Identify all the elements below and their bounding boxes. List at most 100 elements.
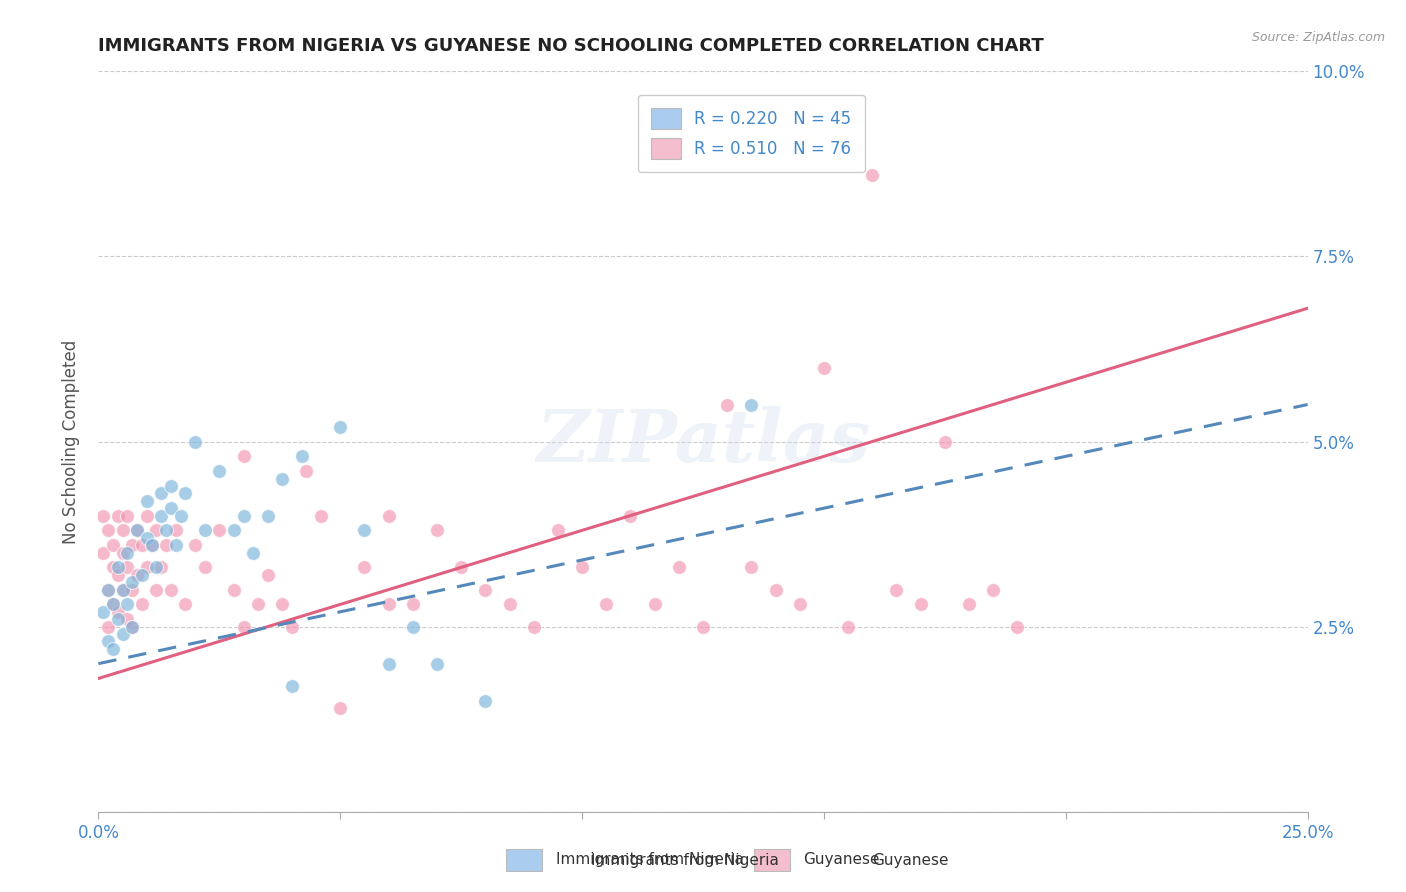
- Point: [174, 598, 197, 612]
- Point: [135, 493, 157, 508]
- Point: [184, 538, 207, 552]
- Point: [377, 598, 399, 612]
- Point: [117, 508, 139, 523]
- Point: [155, 524, 177, 538]
- Point: [127, 524, 149, 538]
- Point: [271, 472, 294, 486]
- Point: [107, 605, 129, 619]
- Text: Guyanese: Guyanese: [803, 853, 880, 867]
- Point: [111, 627, 134, 641]
- Point: [101, 560, 124, 574]
- Point: [668, 109, 690, 123]
- Point: [101, 538, 124, 552]
- Point: [426, 657, 449, 671]
- Point: [619, 508, 641, 523]
- Point: [121, 619, 143, 633]
- Point: [934, 434, 956, 449]
- Point: [107, 508, 129, 523]
- Point: [107, 567, 129, 582]
- Point: [523, 619, 546, 633]
- Point: [127, 567, 149, 582]
- Point: [121, 619, 143, 633]
- Point: [426, 524, 449, 538]
- Point: [121, 582, 143, 597]
- Legend: R = 0.220   N = 45, R = 0.510   N = 76: R = 0.220 N = 45, R = 0.510 N = 76: [638, 95, 865, 172]
- Point: [765, 582, 787, 597]
- Point: [716, 398, 738, 412]
- Point: [101, 598, 124, 612]
- Point: [145, 560, 167, 574]
- Point: [295, 464, 318, 478]
- Text: Immigrants from Nigeria: Immigrants from Nigeria: [591, 854, 779, 868]
- Point: [547, 524, 569, 538]
- Point: [860, 168, 883, 182]
- Point: [97, 524, 120, 538]
- Point: [474, 582, 496, 597]
- Point: [981, 582, 1004, 597]
- Point: [498, 598, 520, 612]
- Point: [117, 545, 139, 560]
- Point: [97, 634, 120, 648]
- Point: [290, 450, 312, 464]
- Point: [135, 531, 157, 545]
- Point: [886, 582, 908, 597]
- Point: [208, 524, 231, 538]
- Point: [97, 619, 120, 633]
- Point: [232, 619, 254, 633]
- Point: [174, 486, 197, 500]
- Point: [222, 582, 245, 597]
- Point: [145, 524, 167, 538]
- Point: [692, 619, 714, 633]
- Point: [222, 524, 245, 538]
- Point: [813, 360, 835, 375]
- Point: [150, 560, 173, 574]
- Point: [256, 567, 278, 582]
- Point: [91, 508, 114, 523]
- Point: [101, 598, 124, 612]
- Point: [789, 598, 811, 612]
- Point: [402, 598, 425, 612]
- Point: [644, 598, 666, 612]
- Point: [91, 545, 114, 560]
- Point: [353, 560, 375, 574]
- Text: Source: ZipAtlas.com: Source: ZipAtlas.com: [1251, 31, 1385, 45]
- Point: [111, 524, 134, 538]
- Point: [160, 582, 183, 597]
- Point: [309, 508, 332, 523]
- Point: [377, 657, 399, 671]
- Point: [353, 524, 375, 538]
- Text: Guyanese: Guyanese: [872, 854, 948, 868]
- Point: [208, 464, 231, 478]
- Point: [740, 398, 762, 412]
- Point: [160, 501, 183, 516]
- Point: [121, 575, 143, 590]
- Point: [281, 619, 304, 633]
- Point: [135, 508, 157, 523]
- Point: [155, 538, 177, 552]
- Text: IMMIGRANTS FROM NIGERIA VS GUYANESE NO SCHOOLING COMPLETED CORRELATION CHART: IMMIGRANTS FROM NIGERIA VS GUYANESE NO S…: [98, 37, 1045, 54]
- Point: [160, 479, 183, 493]
- Point: [117, 598, 139, 612]
- Point: [474, 694, 496, 708]
- Point: [910, 598, 932, 612]
- Point: [232, 508, 254, 523]
- Point: [402, 619, 425, 633]
- Point: [194, 524, 217, 538]
- Point: [91, 605, 114, 619]
- Point: [111, 582, 134, 597]
- Point: [271, 598, 294, 612]
- Point: [141, 538, 163, 552]
- Point: [111, 545, 134, 560]
- Text: ZIPatlas: ZIPatlas: [536, 406, 870, 477]
- Bar: [506, 848, 543, 871]
- Point: [135, 560, 157, 574]
- Point: [131, 538, 153, 552]
- Point: [107, 560, 129, 574]
- Point: [329, 419, 352, 434]
- Point: [740, 560, 762, 574]
- Bar: [754, 848, 790, 871]
- Point: [97, 582, 120, 597]
- Point: [1007, 619, 1029, 633]
- Point: [165, 538, 187, 552]
- Point: [111, 582, 134, 597]
